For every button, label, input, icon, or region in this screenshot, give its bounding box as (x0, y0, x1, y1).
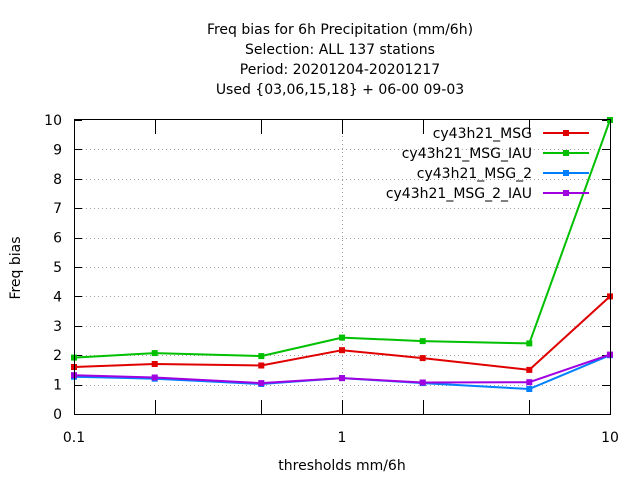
plot-frame (74, 119, 611, 415)
y-tick-label: 0 (53, 407, 62, 423)
y-tick-label: 7 (53, 201, 62, 217)
series-point (258, 380, 265, 387)
series-line-1 (73, 295, 611, 371)
legend: cy43h21_MSG cy43h21_MSG_IAU cy43h21_MSG_2c… (386, 126, 589, 202)
chart-title: Freq bias for 6h Precipitation (mm/6h) S… (207, 22, 473, 98)
grid (74, 120, 610, 414)
y-axis-label: Freq bias (8, 236, 24, 299)
y-tick-label: 2 (53, 348, 62, 364)
series-point (419, 338, 426, 345)
series-point (419, 379, 426, 386)
legend-label: cy43h21_MSG_2 (417, 166, 532, 182)
y-tick-label: 1 (53, 378, 62, 394)
series-point (258, 362, 265, 369)
x-axis-label: thresholds mm/6h (278, 458, 405, 474)
series-point (339, 334, 345, 341)
x-tick-label: 0.1 (63, 430, 85, 446)
x-tick-label: 1 (338, 430, 347, 446)
y-tick-label: 4 (53, 289, 62, 305)
legend-label: cy43h21_MSG (433, 126, 532, 142)
y-tick-label: 10 (44, 113, 62, 129)
series-point (526, 340, 533, 347)
axis-ticks: 0 1 2 3 4 5 6 7 8 9 10 0.1 1 10 (44, 113, 619, 446)
y-tick-label: 3 (53, 319, 62, 335)
series-point (151, 361, 158, 367)
series-point (526, 379, 533, 386)
title-line-4: Used {03,06,15,18} + 06-00 09-03 (216, 82, 464, 98)
y-tick-label: 8 (53, 172, 62, 188)
title-line-1: Freq bias for 6h Precipitation (mm/6h) (207, 22, 473, 38)
legend-swatch-marker (563, 170, 569, 176)
legend-label: cy43h21_MSG_2_IAU (386, 186, 532, 202)
series-point (339, 347, 345, 354)
series-point (151, 350, 158, 357)
title-line-3: Period: 20201204-20201217 (240, 62, 440, 78)
y-tick-label: 6 (53, 231, 62, 247)
series-point (526, 366, 533, 373)
series-point (151, 374, 158, 381)
legend-swatch-marker (563, 130, 569, 136)
legend-label: cy43h21_MSG_IAU (402, 146, 532, 162)
legend-swatch-marker (563, 190, 569, 196)
legend-swatch-marker (563, 150, 569, 156)
series-point (419, 355, 426, 362)
series-point (339, 375, 345, 382)
series-point (526, 386, 533, 392)
y-tick-label: 5 (53, 260, 62, 276)
title-line-2: Selection: ALL 137 stations (245, 42, 435, 58)
x-tick-label: 10 (601, 430, 619, 446)
y-tick-label: 9 (53, 142, 62, 158)
series-point (258, 353, 265, 360)
